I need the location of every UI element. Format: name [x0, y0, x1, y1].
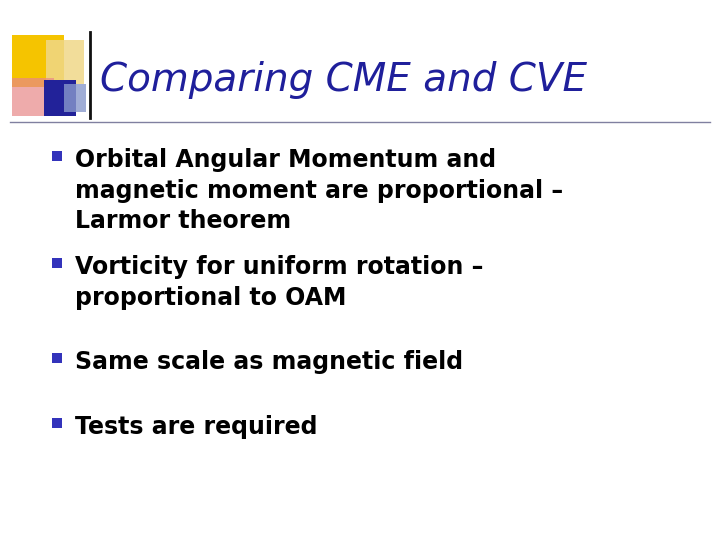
- FancyBboxPatch shape: [52, 418, 62, 428]
- Text: Same scale as magnetic field: Same scale as magnetic field: [75, 350, 463, 374]
- Text: Vorticity for uniform rotation –
proportional to OAM: Vorticity for uniform rotation – proport…: [75, 255, 483, 309]
- Text: Orbital Angular Momentum and
magnetic moment are proportional –
Larmor theorem: Orbital Angular Momentum and magnetic mo…: [75, 148, 563, 233]
- FancyBboxPatch shape: [52, 151, 62, 161]
- FancyBboxPatch shape: [46, 40, 84, 84]
- FancyBboxPatch shape: [64, 84, 86, 112]
- FancyBboxPatch shape: [12, 78, 54, 116]
- FancyBboxPatch shape: [44, 80, 76, 116]
- FancyBboxPatch shape: [12, 35, 64, 87]
- Text: Comparing CME and CVE: Comparing CME and CVE: [100, 61, 587, 99]
- FancyBboxPatch shape: [52, 258, 62, 268]
- FancyBboxPatch shape: [52, 353, 62, 363]
- Text: Tests are required: Tests are required: [75, 415, 318, 439]
